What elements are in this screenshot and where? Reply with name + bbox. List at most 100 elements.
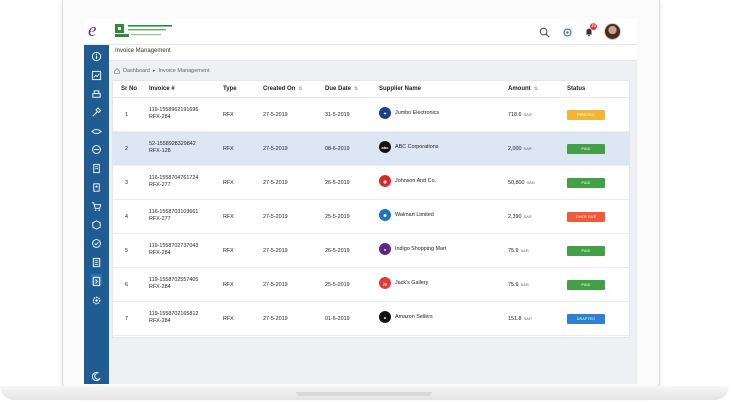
chart-icon[interactable] — [91, 68, 102, 81]
info-icon[interactable] — [91, 49, 102, 62]
sort-icon[interactable]: ⇅ — [533, 86, 538, 92]
search-icon[interactable] — [537, 25, 551, 39]
sort-icon[interactable]: ⇅ — [354, 86, 359, 92]
header-status[interactable]: Status — [567, 86, 586, 92]
invoice-type: RFX — [223, 214, 234, 220]
amount: 75.9 SAR — [508, 248, 529, 254]
amount: 151.8 SAR — [508, 316, 532, 322]
supplier[interactable]: jg Jack's Gallery — [379, 277, 428, 289]
sr-no: 2 — [125, 146, 128, 152]
status-badge[interactable]: PAID — [567, 178, 605, 188]
table-row[interactable]: 6 119-1558702557405 RFX-284 RFX 27-5-2019 25-… — [113, 268, 629, 302]
invoice-number[interactable]: 119-1558702165812 RFX-284 — [149, 311, 199, 324]
due-date: 31-5-2019 — [325, 112, 350, 118]
top-bar: e 10 — [84, 19, 637, 45]
invoice-type: RFX — [223, 112, 234, 118]
bell-icon[interactable] — [582, 25, 596, 39]
status-badge[interactable]: PAID — [567, 246, 605, 256]
home-icon[interactable] — [114, 68, 120, 74]
printer-icon[interactable] — [91, 87, 102, 98]
company-logo — [115, 24, 172, 37]
supplier-logo-icon: abc — [379, 141, 391, 153]
invoice-icon[interactable] — [91, 274, 102, 287]
header-supplier[interactable]: Supplier Name — [379, 86, 422, 92]
amount: 75.9 SAR — [508, 282, 529, 288]
header-due-date[interactable]: Due Date ⇅ — [325, 86, 359, 92]
header-created-on[interactable]: Created On ⇅ — [263, 86, 303, 92]
supplier-logo-icon: ✦ — [379, 107, 391, 119]
due-date: 08-6-2019 — [325, 146, 350, 152]
amount: 2,390 SAR — [508, 214, 532, 220]
amount: 2,000 SAR — [508, 146, 532, 152]
created-on: 27-5-2019 — [263, 248, 288, 254]
shield-icon[interactable] — [91, 142, 102, 154]
supplier[interactable]: abc ABC Corporations — [379, 141, 438, 153]
supplier-logo-icon: ◉ — [379, 175, 391, 187]
invoice-number[interactable]: 52-1558928329842 RFX-128 — [149, 141, 196, 154]
invoice-number[interactable]: 119-1558702557405 RFX-284 — [149, 277, 199, 290]
status-badge[interactable]: PAID — [567, 144, 605, 154]
amount: 50,800 SAR — [508, 180, 535, 186]
moon-icon[interactable] — [91, 369, 102, 382]
cart-icon[interactable] — [91, 199, 102, 211]
header-amount[interactable]: Amount ⇅ — [508, 86, 538, 92]
created-on: 27-5-2019 — [263, 180, 288, 186]
breadcrumb-dashboard[interactable]: Dashboard — [123, 68, 150, 74]
sr-no: 6 — [125, 282, 128, 288]
supplier[interactable]: ✺ Walmart Limited — [379, 209, 434, 221]
created-on: 27-5-2019 — [263, 282, 288, 288]
due-date: 26-5-2019 — [325, 248, 350, 254]
invoice-number[interactable]: 119-1558702737043 RFX-284 — [149, 243, 199, 256]
header-invoice[interactable]: Invoice # — [149, 86, 175, 92]
sr-no: 5 — [125, 248, 128, 254]
table-row[interactable]: 1 119-1558962191696 RFX-284 RFX 27-5-2019 31-… — [113, 98, 629, 132]
handshake-icon[interactable] — [91, 124, 102, 135]
user-badge-icon[interactable] — [91, 180, 102, 192]
breadcrumb: Dashboard ▸ Invoice Management — [114, 68, 210, 74]
chevron-right-icon: ▸ — [152, 68, 156, 74]
status-badge[interactable]: DRAFTED — [567, 314, 605, 324]
app-screen: e 10 — [84, 19, 637, 384]
brand-logo-e[interactable]: e — [88, 20, 97, 41]
header-type[interactable]: Type — [223, 86, 237, 92]
status-badge[interactable]: PAID — [567, 280, 605, 290]
settings-icon[interactable] — [560, 25, 574, 39]
document-icon[interactable] — [91, 161, 102, 174]
due-date: 25-5-2019 — [325, 214, 350, 220]
table-row[interactable]: 3 116-1558704761724 RFX-277 RFX 27-5-2019 26-… — [113, 166, 629, 200]
invoice-type: RFX — [223, 248, 234, 254]
table-row[interactable]: 7 119-1558702165812 RFX-284 RFX 27-5-2019 01-… — [113, 302, 629, 336]
list-icon[interactable] — [91, 255, 102, 268]
created-on: 27-5-2019 — [263, 214, 288, 220]
status-badge[interactable]: PENDING — [567, 110, 605, 120]
supplier[interactable]: ● Indigo Shopping Mart — [379, 243, 446, 255]
supplier[interactable]: ✦ Jumbo Electronics — [379, 107, 439, 119]
sr-no: 3 — [125, 180, 128, 186]
created-on: 27-5-2019 — [263, 112, 288, 118]
supplier[interactable]: a Amazon Sellers — [379, 311, 433, 323]
invoice-table: Sr No Invoice # Type Created On ⇅ Due Dat… — [112, 80, 630, 338]
gear-icon[interactable] — [91, 293, 102, 305]
invoice-type: RFX — [223, 180, 234, 186]
status-badge[interactable]: OVER DUE — [567, 212, 605, 222]
sort-icon[interactable]: ⇅ — [298, 86, 303, 92]
invoice-number[interactable]: 116-1558704761724 RFX-277 — [149, 175, 199, 188]
supplier-logo-icon: ✺ — [379, 209, 391, 221]
sidebar — [84, 45, 109, 384]
table-row[interactable]: 5 119-1558702737043 RFX-284 RFX 27-5-2019 26-… — [113, 234, 629, 268]
avatar[interactable] — [604, 23, 621, 40]
invoice-type: RFX — [223, 316, 234, 322]
supplier-logo-icon: jg — [379, 277, 391, 289]
gavel-icon[interactable] — [91, 105, 102, 117]
box-icon[interactable] — [91, 217, 102, 230]
invoice-number[interactable]: 119-1558962191696 RFX-284 — [149, 107, 199, 120]
invoice-number[interactable]: 116-1558703103661 RFX-277 — [149, 209, 199, 222]
check-circle-icon[interactable] — [91, 236, 102, 248]
amount: 718.6 SAR — [508, 112, 532, 118]
table-row[interactable]: 4 116-1558703103661 RFX-277 RFX 27-5-2019 25-… — [113, 200, 629, 234]
table-row[interactable]: 2 52-1558928329842 RFX-128 RFX 27-5-2019 08-6… — [113, 132, 629, 166]
supplier[interactable]: ◉ Johnson And Co. — [379, 175, 436, 187]
due-date: 26-5-2019 — [325, 180, 350, 186]
device-notch — [296, 392, 432, 396]
invoice-type: RFX — [223, 282, 234, 288]
